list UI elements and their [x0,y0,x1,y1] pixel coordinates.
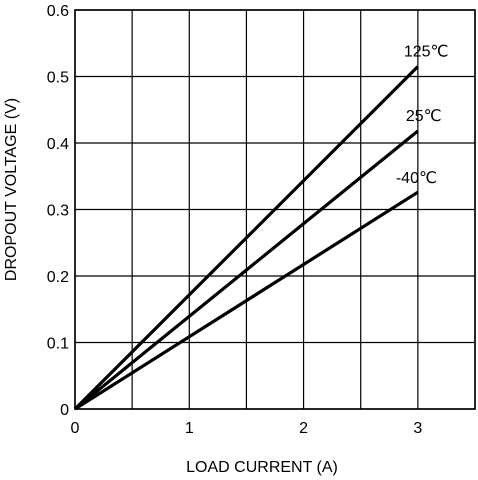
y-tick-label: 0.1 [47,336,69,353]
y-tick-label: 0.6 [47,3,69,20]
series-line [73,129,419,411]
y-axis-title: DROPOUT VOLTAGE (V) [3,98,20,281]
x-axis-title: LOAD CURRENT (A) [186,459,338,476]
series-label: -40℃ [396,170,437,187]
x-tick-label: 1 [185,420,194,437]
x-tick-label: 0 [71,420,80,437]
series-label: 125℃ [404,44,449,61]
tick-labels: 0 1 2 3 0 0.1 0.2 0.3 0.4 0.5 0.6 [47,3,423,437]
y-tick-label: 0 [60,402,69,419]
x-tick-label: 3 [413,420,422,437]
y-tick-label: 0.5 [47,70,69,87]
x-tick-label: 2 [299,420,308,437]
series-line [74,190,419,411]
y-tick-label: 0.4 [47,136,69,153]
y-tick-label: 0.3 [47,203,69,220]
series-lines [73,65,419,411]
y-tick-label: 0.2 [47,269,69,286]
series-line [73,65,419,411]
series-label: 25℃ [406,108,442,125]
plot-frame [74,9,476,410]
series-labels: 125℃ 25℃ -40℃ [396,44,449,188]
